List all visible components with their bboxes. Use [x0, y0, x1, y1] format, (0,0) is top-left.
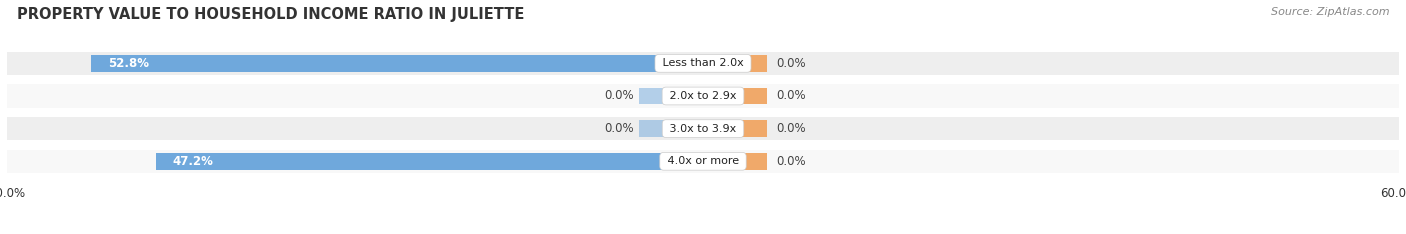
Text: 0.0%: 0.0%: [776, 122, 806, 135]
Text: 52.8%: 52.8%: [108, 57, 149, 70]
Text: PROPERTY VALUE TO HOUSEHOLD INCOME RATIO IN JULIETTE: PROPERTY VALUE TO HOUSEHOLD INCOME RATIO…: [17, 7, 524, 22]
Bar: [90, 55, 703, 72]
Text: Source: ZipAtlas.com: Source: ZipAtlas.com: [1271, 7, 1389, 17]
Text: 4.0x or more: 4.0x or more: [664, 156, 742, 166]
Text: 2.0x to 2.9x: 2.0x to 2.9x: [666, 91, 740, 101]
Bar: [640, 88, 703, 105]
Text: 0.0%: 0.0%: [776, 155, 806, 168]
Bar: [7, 150, 1399, 173]
Bar: [703, 55, 766, 72]
Text: 0.0%: 0.0%: [776, 89, 806, 102]
Text: 3.0x to 3.9x: 3.0x to 3.9x: [666, 124, 740, 134]
Text: 0.0%: 0.0%: [603, 89, 633, 102]
Bar: [703, 120, 766, 137]
Bar: [703, 153, 766, 170]
Text: 0.0%: 0.0%: [776, 57, 806, 70]
Bar: [156, 153, 703, 170]
Bar: [703, 88, 766, 105]
Bar: [640, 120, 703, 137]
Text: Less than 2.0x: Less than 2.0x: [659, 58, 747, 68]
Bar: [7, 84, 1399, 108]
Text: 47.2%: 47.2%: [173, 155, 214, 168]
Bar: [7, 51, 1399, 75]
Text: 0.0%: 0.0%: [603, 122, 633, 135]
Bar: [7, 117, 1399, 140]
